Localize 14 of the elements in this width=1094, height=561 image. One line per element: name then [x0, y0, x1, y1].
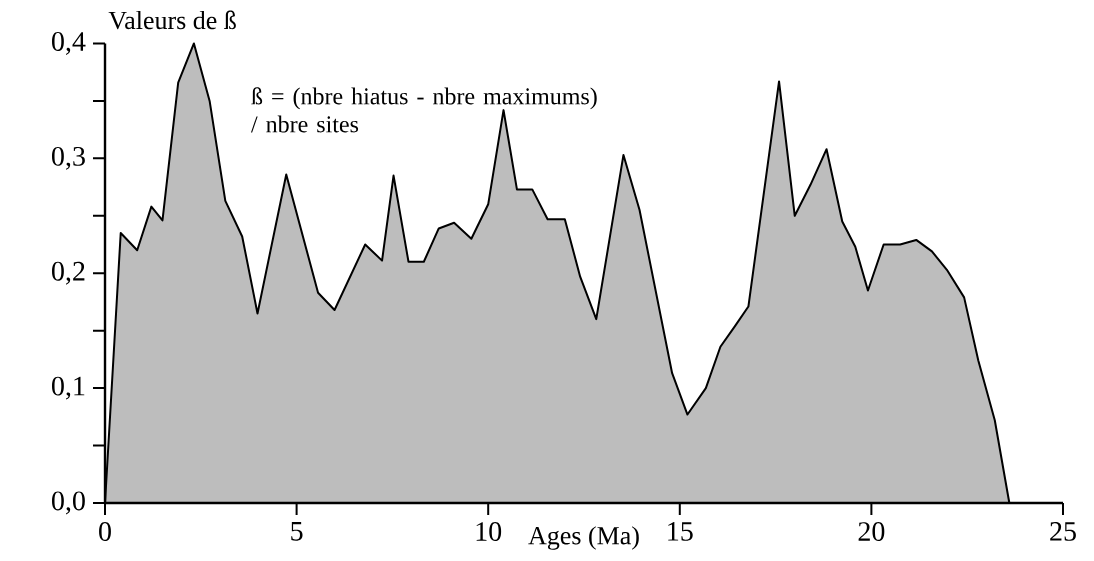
annotation: ß = (nbre hiatus - nbre maximums) / nbre sites: [250, 87, 597, 133]
x-axis-title: Ages (Ma): [528, 526, 639, 550]
y-tick-label: 0,1: [52, 376, 85, 400]
x-tick-label: 10: [476, 522, 502, 541]
y-axis-title: Valeurs de ß: [108, 10, 236, 30]
y-tick-label: 0,2: [52, 261, 85, 285]
x-tick-label: 20: [858, 522, 885, 541]
x-tick-label: 5: [291, 522, 303, 541]
y-tick-label: 0,4: [52, 32, 86, 55]
x-tick-label: 0: [99, 522, 111, 541]
x-tick-label: 15: [668, 522, 693, 541]
y-tick-label: 0,0: [52, 491, 85, 515]
x-tick-label: 25: [1050, 522, 1076, 541]
y-tick-label: 0,3: [52, 146, 85, 170]
